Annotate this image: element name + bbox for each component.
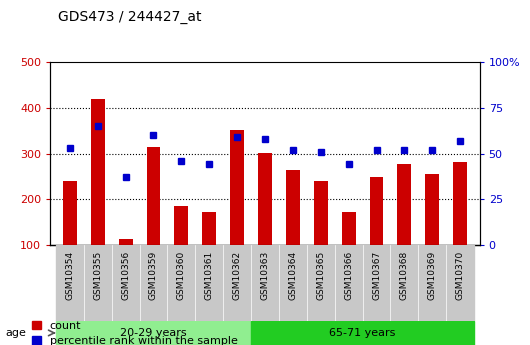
Bar bbox=[286, 169, 300, 245]
Bar bbox=[112, 245, 139, 321]
Bar bbox=[398, 164, 411, 245]
Text: GSM10365: GSM10365 bbox=[316, 251, 325, 300]
Text: age: age bbox=[5, 328, 26, 338]
Bar bbox=[369, 177, 384, 245]
Bar bbox=[56, 321, 251, 345]
Bar bbox=[251, 245, 279, 321]
Bar bbox=[202, 212, 216, 245]
Text: GSM10370: GSM10370 bbox=[456, 251, 465, 300]
Bar bbox=[119, 239, 132, 245]
Bar bbox=[258, 152, 272, 245]
Text: GSM10362: GSM10362 bbox=[233, 251, 242, 300]
Bar bbox=[453, 162, 467, 245]
Bar bbox=[425, 174, 439, 245]
Text: GSM10355: GSM10355 bbox=[93, 251, 102, 300]
Text: GSM10364: GSM10364 bbox=[288, 251, 297, 300]
Text: 20-29 years: 20-29 years bbox=[120, 328, 187, 338]
Text: GSM10359: GSM10359 bbox=[149, 251, 158, 300]
Bar bbox=[139, 245, 167, 321]
Bar bbox=[84, 245, 112, 321]
Bar bbox=[307, 245, 334, 321]
Bar bbox=[363, 245, 391, 321]
Bar bbox=[418, 245, 446, 321]
Text: GDS473 / 244427_at: GDS473 / 244427_at bbox=[58, 10, 201, 24]
Text: GSM10367: GSM10367 bbox=[372, 251, 381, 300]
Bar bbox=[146, 147, 161, 245]
Bar bbox=[230, 130, 244, 245]
Bar bbox=[91, 99, 105, 245]
Text: GSM10366: GSM10366 bbox=[344, 251, 353, 300]
Text: GSM10368: GSM10368 bbox=[400, 251, 409, 300]
Text: GSM10354: GSM10354 bbox=[65, 251, 74, 300]
Bar bbox=[196, 245, 223, 321]
Bar bbox=[334, 245, 363, 321]
Bar bbox=[391, 245, 418, 321]
Bar bbox=[56, 245, 84, 321]
Bar bbox=[446, 245, 474, 321]
Bar bbox=[174, 206, 188, 245]
Bar bbox=[342, 212, 356, 245]
Bar bbox=[251, 321, 474, 345]
Text: GSM10356: GSM10356 bbox=[121, 251, 130, 300]
Bar bbox=[223, 245, 251, 321]
Text: GSM10360: GSM10360 bbox=[177, 251, 186, 300]
Bar bbox=[314, 181, 328, 245]
Bar bbox=[63, 181, 77, 245]
Bar bbox=[167, 245, 196, 321]
Text: GSM10361: GSM10361 bbox=[205, 251, 214, 300]
Text: GSM10369: GSM10369 bbox=[428, 251, 437, 300]
Legend: count, percentile rank within the sample: count, percentile rank within the sample bbox=[32, 321, 238, 345]
Bar bbox=[279, 245, 307, 321]
Text: 65-71 years: 65-71 years bbox=[329, 328, 396, 338]
Text: GSM10363: GSM10363 bbox=[261, 251, 269, 300]
